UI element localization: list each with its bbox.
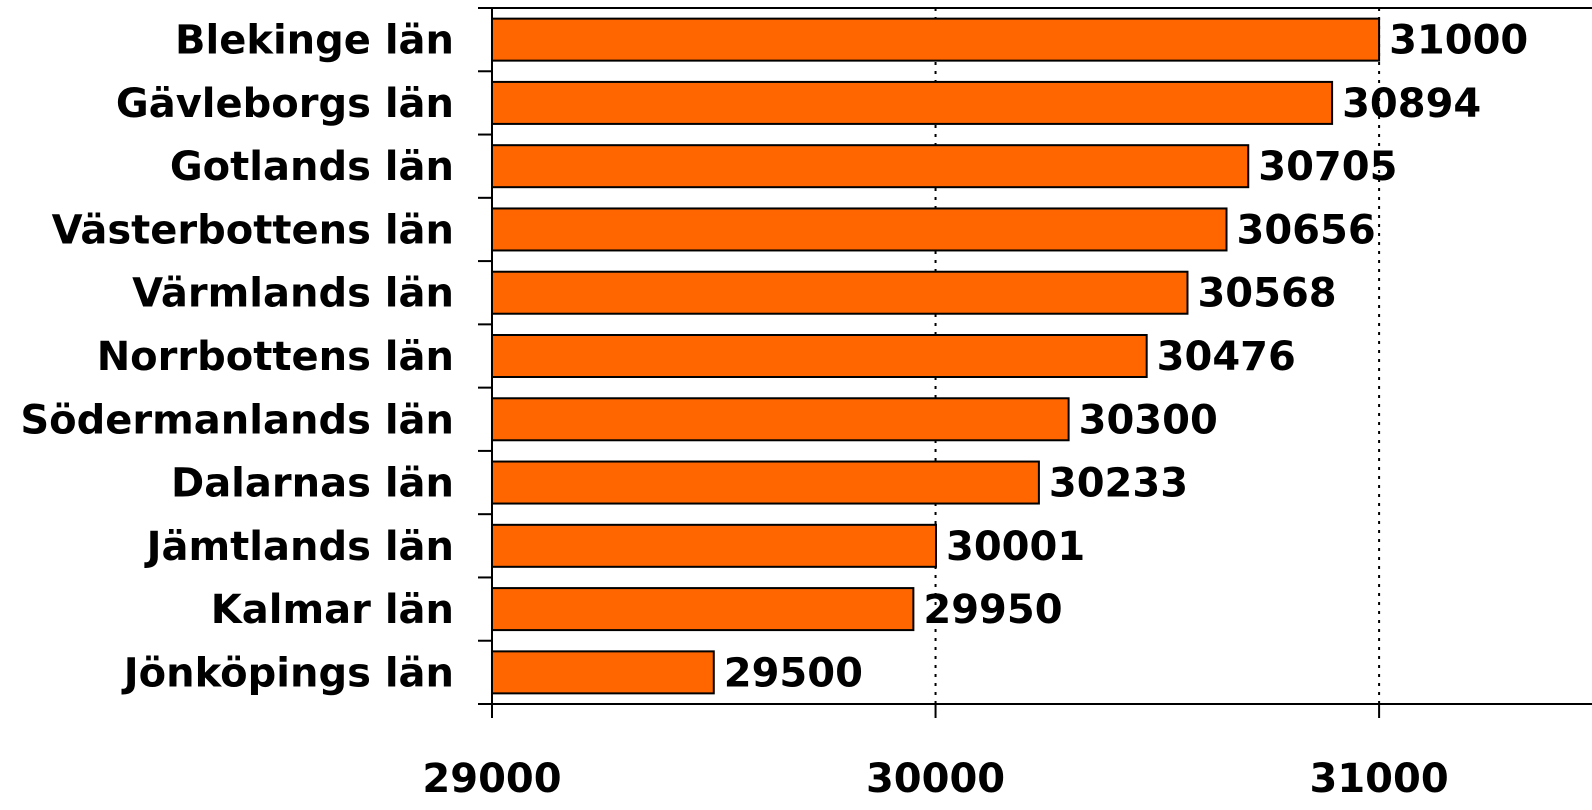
category-label: Gävleborgs län [116,81,454,127]
value-label: 30894 [1342,81,1481,127]
bar [491,650,715,695]
category-label: Gotlands län [170,144,454,190]
bar [491,334,1148,378]
category-labels: Blekinge län Gävleborgs län Gotlands län Vä… [20,18,454,697]
category-label: Blekinge län [175,18,454,64]
category-label: Dalarnas län [171,461,454,507]
category-label: Jönköpings län [121,650,454,696]
bar [491,270,1189,315]
value-label: 30705 [1258,144,1397,190]
value-label: 30656 [1237,207,1376,253]
category-label: Västerbottens län [52,207,454,253]
bar [491,523,937,568]
value-label: 31000 [1389,18,1528,64]
x-tick-label: 29000 [422,756,561,802]
category-label: Norrbottens län [97,334,454,380]
value-label: 30233 [1049,461,1188,507]
bar [491,587,915,632]
value-labels: 31000 30894 30705 30656 30568 30476 30300 30233… [724,18,1528,697]
bar [491,460,1040,505]
category-label: Jämtlands län [144,524,454,570]
x-tick-labels: 29000 30000 31000 [422,756,1448,802]
value-label: 30001 [946,524,1085,570]
bar [491,207,1228,252]
bar [491,144,1250,189]
value-label: 29950 [923,587,1062,633]
x-tick-label: 31000 [1310,756,1449,802]
value-label: 29500 [724,650,863,696]
value-label: 30300 [1079,397,1218,443]
value-label: 30568 [1197,271,1336,317]
category-label: Södermanlands län [20,397,454,443]
bars [491,17,1381,695]
bar [491,397,1070,442]
category-label: Kalmar län [211,587,454,633]
category-label: Värmlands län [132,271,454,317]
bar [491,80,1334,125]
x-tick-label: 30000 [866,756,1005,802]
value-label: 30476 [1157,334,1296,380]
bar [491,17,1381,62]
axes [478,7,1592,718]
